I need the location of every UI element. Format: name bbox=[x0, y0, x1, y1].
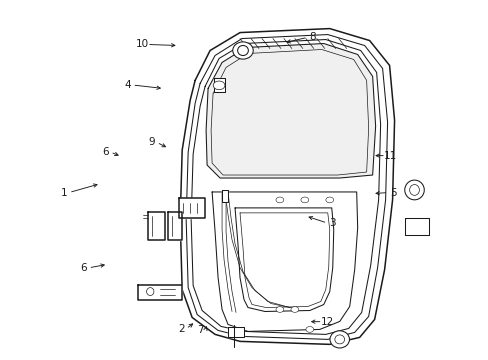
Text: 5: 5 bbox=[389, 188, 396, 198]
Circle shape bbox=[305, 327, 313, 332]
Text: 8: 8 bbox=[309, 32, 315, 42]
Text: 6: 6 bbox=[102, 147, 109, 157]
Text: 3: 3 bbox=[328, 218, 335, 228]
Ellipse shape bbox=[232, 42, 253, 59]
Ellipse shape bbox=[404, 180, 424, 200]
Polygon shape bbox=[168, 212, 182, 240]
Text: 9: 9 bbox=[148, 138, 155, 147]
Text: 1: 1 bbox=[61, 188, 67, 198]
Text: 11: 11 bbox=[384, 150, 397, 161]
Text: 10: 10 bbox=[135, 40, 148, 49]
Polygon shape bbox=[180, 28, 394, 345]
Polygon shape bbox=[227, 328, 244, 337]
Polygon shape bbox=[205, 44, 375, 178]
Text: 4: 4 bbox=[124, 80, 130, 90]
Polygon shape bbox=[222, 190, 227, 202]
Polygon shape bbox=[138, 285, 182, 300]
Ellipse shape bbox=[237, 45, 248, 55]
Circle shape bbox=[325, 197, 333, 203]
Ellipse shape bbox=[409, 185, 419, 195]
Text: 12: 12 bbox=[320, 317, 333, 327]
Circle shape bbox=[213, 81, 224, 90]
Polygon shape bbox=[214, 78, 224, 92]
Polygon shape bbox=[148, 212, 165, 240]
Ellipse shape bbox=[329, 331, 349, 348]
Text: 2: 2 bbox=[178, 324, 184, 334]
Circle shape bbox=[275, 197, 283, 203]
Text: 6: 6 bbox=[80, 263, 87, 273]
Circle shape bbox=[290, 307, 298, 312]
Polygon shape bbox=[179, 198, 204, 218]
Ellipse shape bbox=[146, 288, 154, 296]
Circle shape bbox=[275, 307, 283, 312]
Circle shape bbox=[300, 197, 308, 203]
Polygon shape bbox=[404, 218, 428, 235]
Text: 7: 7 bbox=[197, 325, 203, 335]
Ellipse shape bbox=[334, 335, 344, 344]
